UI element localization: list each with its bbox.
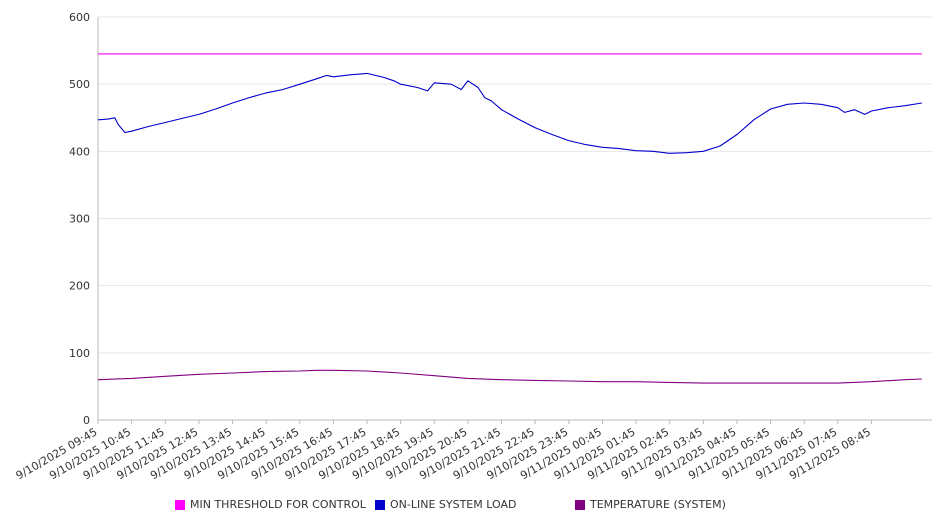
legend-swatch-threshold [175,499,185,510]
legend-item-system-load: ON-LINE SYSTEM LOAD [375,498,516,511]
legend-swatch-system-load [375,499,385,510]
legend-label-threshold: MIN THRESHOLD FOR CONTROL [190,498,366,511]
series-line-system-load [97,72,922,154]
legend-label-temperature: TEMPERATURE (SYSTEM) [590,498,726,511]
series-line-temperature [97,369,922,384]
grid-lines [98,16,932,354]
y-tick-label: 200 [69,280,90,293]
y-tick-label: 600 [69,11,90,24]
legend-label-system-load: ON-LINE SYSTEM LOAD [390,498,517,511]
legend-item-temperature: TEMPERATURE (SYSTEM) [575,498,726,511]
legend: MIN THRESHOLD FOR CONTROL ON-LINE SYSTEM… [175,498,875,514]
legend-item-threshold: MIN THRESHOLD FOR CONTROL [175,498,366,511]
y-axis-tick-labels: 0 100 200 300 400 500 600 [69,11,90,427]
series-lines [97,53,922,384]
y-tick-label: 100 [69,347,90,360]
legend-swatch-temperature [575,499,585,510]
y-tick-label: 0 [83,414,90,427]
y-tick-label: 400 [69,145,90,158]
y-tick-label: 500 [69,78,90,91]
y-tick-label: 300 [69,213,90,226]
x-axis-tick-labels: 9/10/2025 09:459/10/2025 10:459/10/2025 … [14,425,873,482]
axes [97,17,932,424]
